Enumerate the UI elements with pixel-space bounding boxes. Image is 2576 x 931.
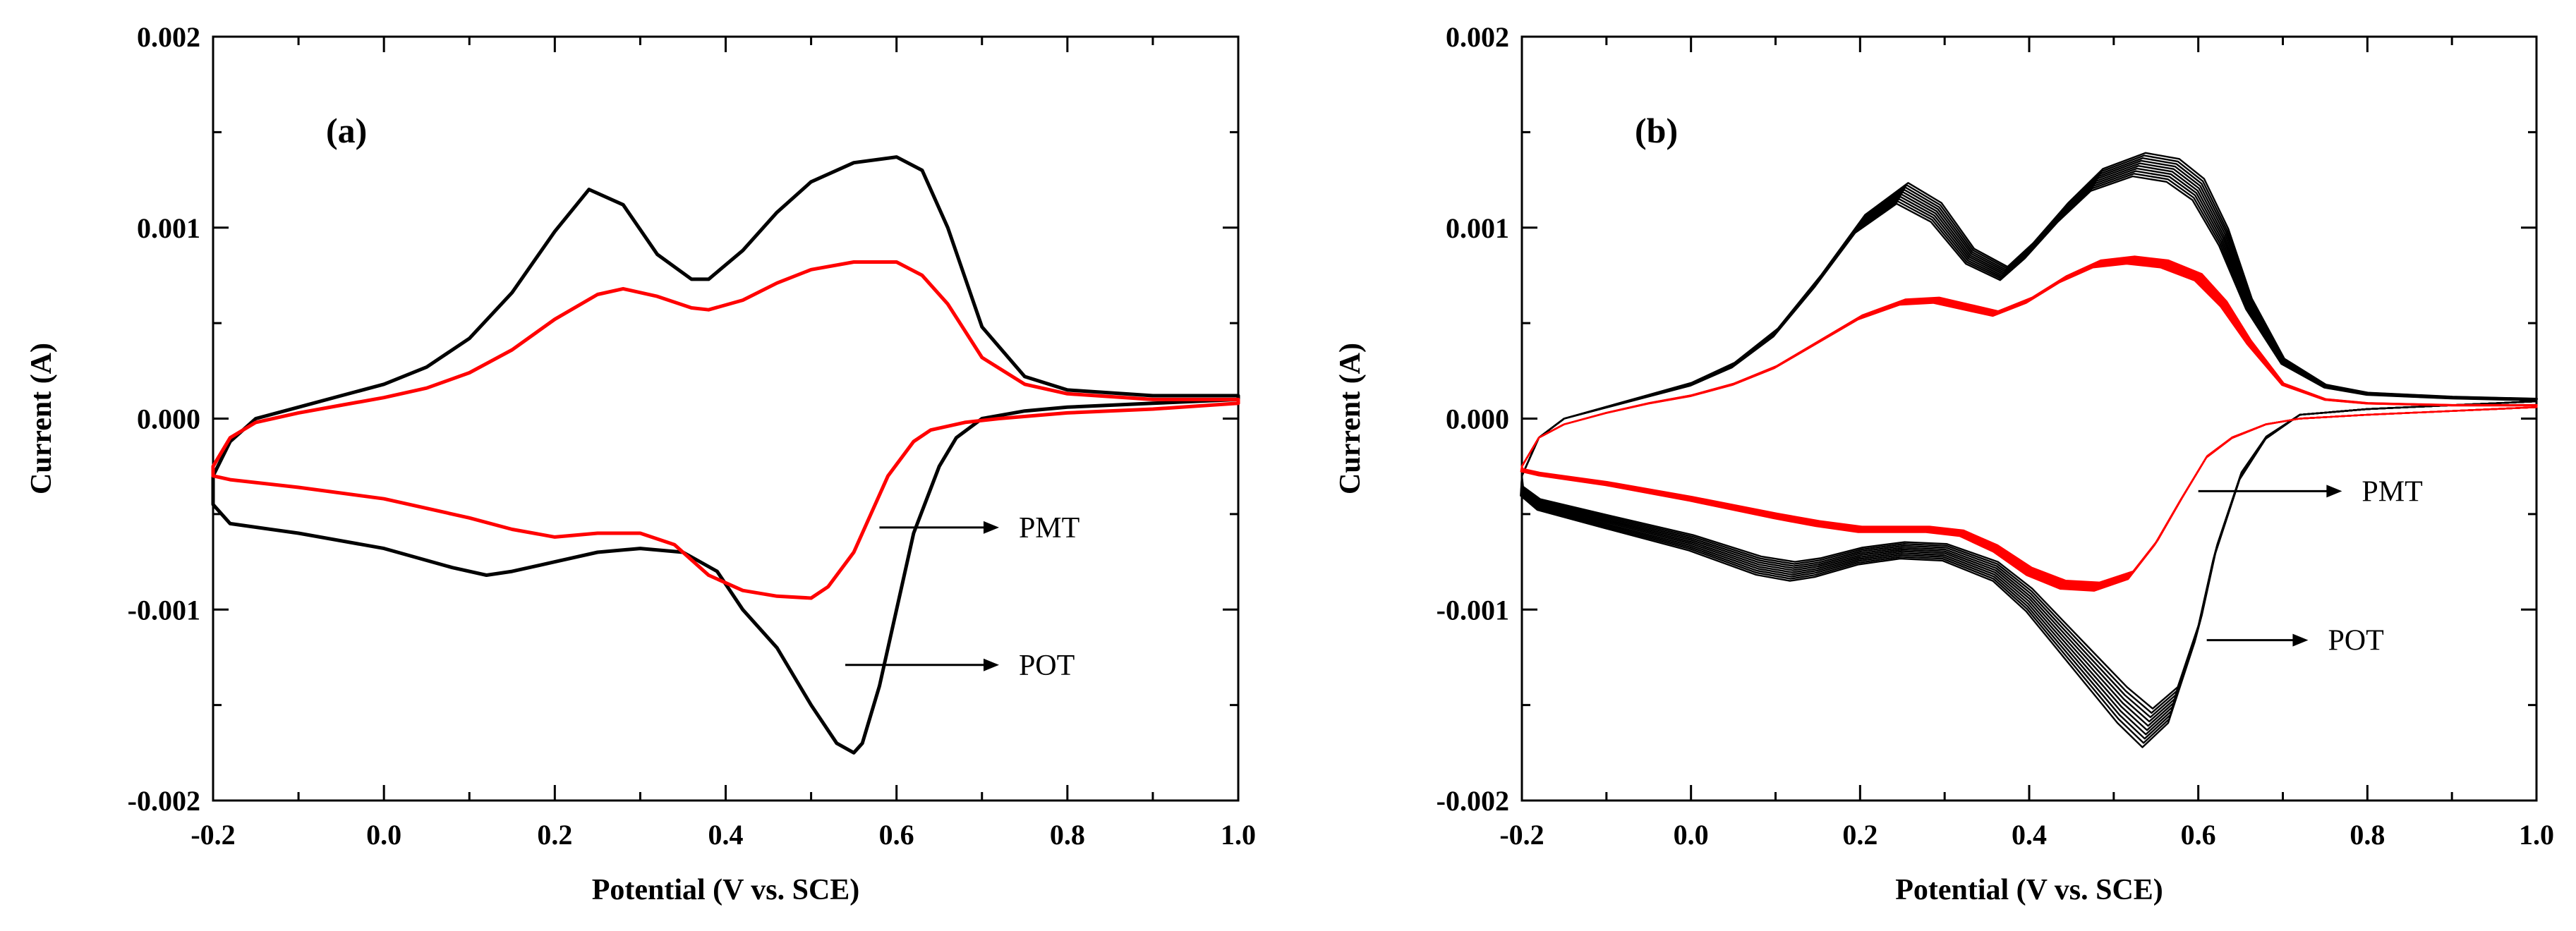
- annotation-arrowhead: [983, 658, 999, 671]
- y-tick-label: -0.002: [1437, 785, 1509, 817]
- x-tick-label: 0.0: [1674, 819, 1709, 851]
- pot-cv-curve-cycle-10: [1520, 152, 2538, 748]
- pmt-cv-curve: [211, 260, 1240, 600]
- y-tick-label: 0.002: [1446, 21, 1509, 53]
- x-tick-label: 1.0: [2519, 819, 2554, 851]
- annotation-label-pmt: PMT: [1019, 512, 1080, 544]
- annotation-arrowhead: [983, 521, 999, 534]
- x-tick-label: 0.2: [537, 819, 572, 851]
- y-tick-label: -0.002: [128, 785, 200, 817]
- panel-label: (b): [1635, 111, 1678, 150]
- x-tick-label: -0.2: [1499, 819, 1544, 851]
- y-tick-label: 0.001: [1446, 212, 1509, 244]
- y-tick-label: 0.000: [137, 403, 200, 435]
- x-tick-label: 0.4: [708, 819, 744, 851]
- chart-panel-a: -0.2 0.0 0.2 0.4 0.6 0.8 1.0 -0.002 -0.001 0.000 0…: [25, 21, 1256, 906]
- x-axis-title: Potential (V vs. SCE): [1895, 874, 2163, 906]
- annotation-label-pot: POT: [1019, 650, 1075, 682]
- x-tick-label: 0.6: [879, 819, 914, 851]
- x-tick-label: 0.2: [1842, 819, 1877, 851]
- x-tick-label: 0.0: [366, 819, 401, 851]
- pmt-cv-curve-cycle-10: [1520, 255, 2538, 592]
- x-tick-label: 0.6: [2181, 819, 2216, 851]
- annotation-arrowhead: [2326, 485, 2342, 498]
- x-tick-label: 0.8: [2350, 819, 2385, 851]
- x-tick-label: 1.0: [1221, 819, 1256, 851]
- y-tick-label: -0.001: [128, 594, 200, 626]
- chart-panel-b: -0.2 0.0 0.2 0.4 0.6 0.8 1.0 -0.002 -0.001 0.000 0…: [1334, 21, 2554, 906]
- y-axis-title: Current (A): [1334, 343, 1367, 494]
- x-tick-label: 0.4: [2012, 819, 2047, 851]
- annotation-label-pmt: PMT: [2362, 475, 2422, 508]
- annotation-label-pot: POT: [2328, 625, 2383, 657]
- x-tick-label: 0.8: [1050, 819, 1085, 851]
- y-tick-label: 0.001: [137, 212, 200, 244]
- y-tick-label: 0.002: [137, 21, 200, 53]
- pot-cv-curve: [211, 155, 1240, 755]
- y-tick-label: 0.000: [1446, 403, 1509, 435]
- x-axis-title: Potential (V vs. SCE): [592, 874, 860, 906]
- y-tick-label: -0.001: [1437, 594, 1509, 626]
- y-axis-title: Current (A): [25, 343, 58, 494]
- x-tick-label: -0.2: [191, 819, 235, 851]
- panel-label: (a): [326, 111, 367, 150]
- annotation-arrowhead: [2292, 633, 2309, 647]
